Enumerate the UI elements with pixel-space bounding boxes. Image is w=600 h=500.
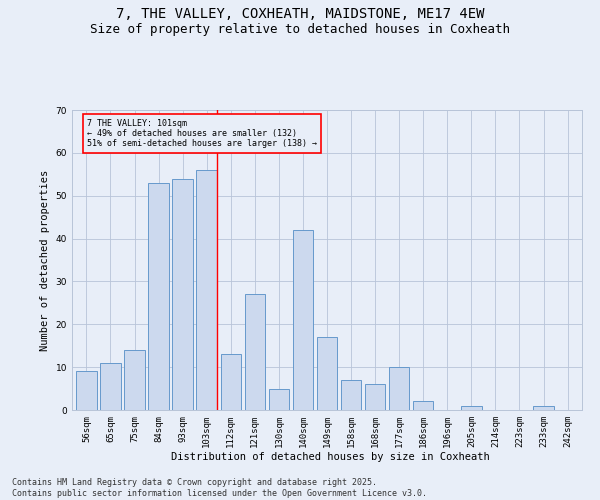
Bar xyxy=(245,294,265,410)
Bar xyxy=(196,170,217,410)
Bar xyxy=(533,406,554,410)
Bar xyxy=(172,178,193,410)
Bar xyxy=(269,388,289,410)
Text: Contains HM Land Registry data © Crown copyright and database right 2025.
Contai: Contains HM Land Registry data © Crown c… xyxy=(12,478,427,498)
Text: Distribution of detached houses by size in Coxheath: Distribution of detached houses by size … xyxy=(170,452,490,462)
Bar xyxy=(413,402,433,410)
Bar xyxy=(76,372,97,410)
Bar xyxy=(293,230,313,410)
Bar xyxy=(124,350,145,410)
Bar xyxy=(317,337,337,410)
Text: 7 THE VALLEY: 101sqm
← 49% of detached houses are smaller (132)
51% of semi-deta: 7 THE VALLEY: 101sqm ← 49% of detached h… xyxy=(86,118,317,148)
Bar xyxy=(221,354,241,410)
Text: Size of property relative to detached houses in Coxheath: Size of property relative to detached ho… xyxy=(90,22,510,36)
Bar xyxy=(341,380,361,410)
Bar xyxy=(148,183,169,410)
Bar xyxy=(461,406,482,410)
Bar xyxy=(389,367,409,410)
Bar xyxy=(100,363,121,410)
Bar xyxy=(365,384,385,410)
Y-axis label: Number of detached properties: Number of detached properties xyxy=(40,170,50,350)
Text: 7, THE VALLEY, COXHEATH, MAIDSTONE, ME17 4EW: 7, THE VALLEY, COXHEATH, MAIDSTONE, ME17… xyxy=(116,8,484,22)
